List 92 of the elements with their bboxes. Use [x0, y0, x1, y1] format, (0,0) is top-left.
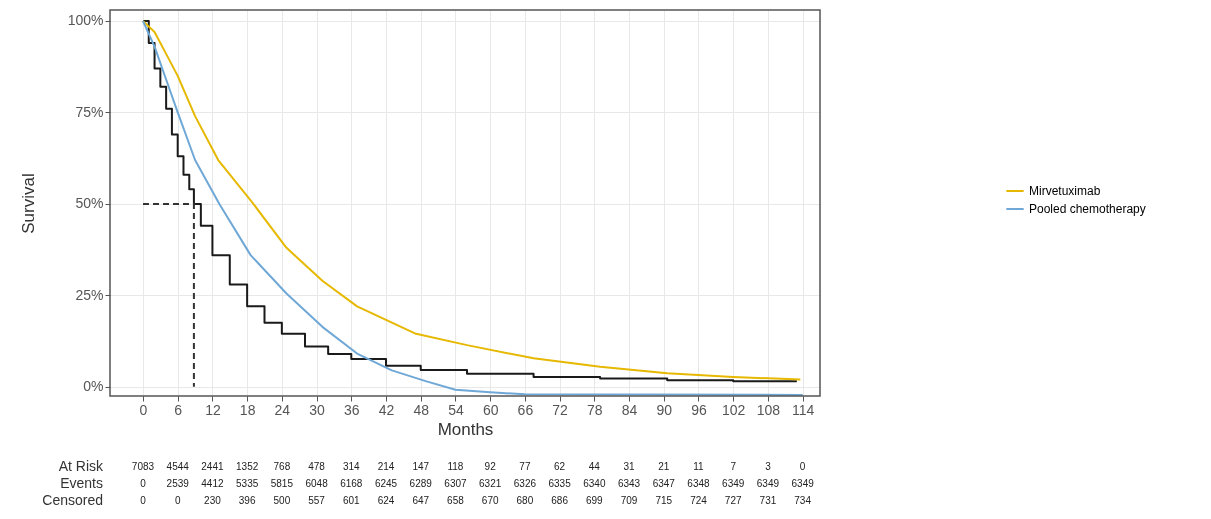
x-tick-label: 48: [413, 401, 430, 418]
text: 6349: [722, 478, 745, 489]
text: 21: [658, 461, 670, 472]
text: 44: [588, 461, 601, 472]
x-tick-label: 102: [722, 401, 746, 418]
text: 2441: [201, 461, 224, 472]
x-tick-label: 24: [274, 401, 291, 418]
x-tick-label: 108: [756, 401, 781, 418]
text: 557: [308, 495, 326, 506]
text: 5335: [236, 478, 259, 489]
text: 500: [273, 495, 291, 506]
x-tick-label: 30: [309, 401, 326, 418]
x-tick-label: 6: [174, 401, 183, 418]
y-axis-title: Survival: [18, 173, 38, 234]
text: Events: [60, 475, 103, 491]
text: 768: [273, 461, 291, 472]
text: 6347: [652, 478, 676, 489]
text: 478: [308, 461, 326, 472]
text: 62: [554, 461, 566, 472]
text: 731: [759, 495, 777, 506]
text: 686: [551, 495, 569, 506]
text: 7: [730, 461, 737, 472]
text: 6245: [374, 478, 398, 489]
text: 230: [204, 495, 222, 506]
y-tick-label: 100%: [67, 12, 104, 29]
text: 92: [484, 461, 497, 472]
x-tick-label: 72: [552, 401, 569, 418]
x-tick-label: 84: [621, 401, 638, 418]
x-tick-label: 18: [239, 401, 256, 418]
text: 0: [140, 495, 147, 506]
text: 6343: [617, 478, 641, 489]
y-tick-label: 0%: [83, 378, 104, 395]
x-tick-label: 96: [691, 401, 707, 418]
text: 6307: [444, 478, 468, 489]
text: At Risk: [58, 458, 104, 474]
text: 1352: [236, 461, 259, 472]
text: 6335: [548, 478, 572, 489]
y-tick-label: 25%: [75, 286, 104, 303]
legend-label: Pooled chemotherapy: [1029, 202, 1146, 216]
text: 6048: [305, 478, 329, 489]
text: 77: [519, 461, 531, 472]
text: 4544: [166, 461, 190, 472]
text: 601: [342, 495, 361, 506]
x-tick-label: 42: [378, 401, 395, 418]
text: 624: [377, 495, 395, 506]
text: 314: [342, 461, 361, 472]
text: Censored: [42, 492, 103, 508]
text: 715: [655, 495, 673, 506]
text: 4412: [201, 478, 224, 489]
text: 6326: [513, 478, 537, 489]
x-tick-label: 12: [205, 401, 221, 418]
text: 5815: [270, 478, 294, 489]
text: 11: [693, 461, 705, 472]
text: 214: [377, 461, 395, 472]
text: 727: [724, 495, 742, 506]
text: 6340: [583, 478, 606, 489]
text: 724: [690, 495, 708, 506]
text: 658: [447, 495, 465, 506]
text: 2539: [166, 478, 190, 489]
text: 699: [585, 495, 604, 506]
text: 647: [412, 495, 430, 506]
text: 31: [623, 461, 636, 472]
x-tick-label: 0: [139, 401, 148, 418]
x-tick-label: 54: [448, 401, 464, 418]
x-tick-label: 78: [587, 401, 603, 418]
y-tick-label: 50%: [75, 195, 104, 212]
legend-label: Mirvetuximab: [1029, 184, 1101, 198]
x-axis-title: Months: [437, 419, 494, 439]
text: 0: [799, 461, 806, 472]
x-tick-label: 90: [656, 401, 673, 418]
x-tick-label: 36: [344, 401, 360, 418]
text: 680: [516, 495, 534, 506]
text: 147: [412, 461, 430, 472]
text: 6349: [791, 478, 815, 489]
text: 709: [620, 495, 638, 506]
text: 6168: [340, 478, 363, 489]
text: 0: [174, 495, 181, 506]
text: 670: [481, 495, 499, 506]
text: 118: [447, 461, 464, 472]
text: 3: [765, 461, 772, 472]
text: 6348: [687, 478, 711, 489]
text: 734: [794, 495, 812, 506]
text: 396: [238, 495, 256, 506]
text: 6321: [479, 478, 502, 489]
text: 0: [140, 478, 147, 489]
text: 6349: [756, 478, 780, 489]
y-tick-label: 75%: [75, 103, 104, 120]
x-tick-label: 66: [517, 401, 534, 418]
x-tick-label: 114: [791, 401, 815, 418]
text: 6289: [409, 478, 433, 489]
text: 7083: [131, 461, 155, 472]
x-tick-label: 60: [482, 401, 499, 418]
